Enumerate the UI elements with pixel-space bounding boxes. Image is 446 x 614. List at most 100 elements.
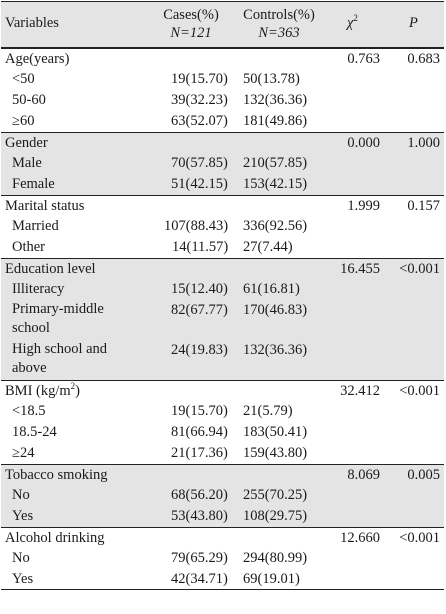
data-table: Variables Cases(%) N=121 Controls(%) N=3… <box>1 1 444 590</box>
table-row: Yes 42(34.71) 69(19.01) <box>1 569 444 590</box>
row-controls: 255(70.25) <box>243 487 308 503</box>
row-controls: 50(13.78) <box>243 71 300 87</box>
group-p-value: 0.157 <box>407 198 440 214</box>
row-label: Yes <box>12 508 34 524</box>
header-controls-n: N=363 <box>258 25 300 41</box>
header-variables: Variables <box>5 15 59 31</box>
row-cases: 53(43.80) <box>171 508 228 524</box>
row-controls: 132(36.36) <box>243 342 308 358</box>
row-label: Yes <box>12 571 34 587</box>
row-controls: 108(29.75) <box>243 508 308 524</box>
group-row: Tobacco smoking 8.069 0.005 <box>1 464 444 485</box>
row-controls: 183(50.41) <box>243 424 308 440</box>
group-chi-square: 8.069 <box>347 467 380 483</box>
group-chi-square: 32.412 <box>340 383 380 399</box>
header-controls-label: Controls(%) <box>243 7 315 23</box>
header-cases: Cases(%) N=121 <box>141 6 241 42</box>
row-cases: 68(56.20) <box>171 487 228 503</box>
row-controls: 61(16.81) <box>243 281 300 297</box>
group-row: Age(years) 0.763 0.683 <box>1 48 444 69</box>
row-cases: 107(88.43) <box>164 218 229 234</box>
row-label: Other <box>12 239 46 255</box>
row-controls: 210(57.85) <box>243 155 308 171</box>
row-label: High school and above <box>12 341 108 376</box>
header-chi-square: χ2 <box>347 13 358 31</box>
header-p-value: P <box>409 15 418 31</box>
row-controls: 294(80.99) <box>243 550 308 566</box>
table-row: High school and above 24(19.83) 132(36.36) <box>1 340 444 380</box>
group-name: Education level <box>5 261 96 277</box>
table-row: 18.5-24 81(66.94) 183(50.41) <box>1 422 444 443</box>
row-cases: 82(67.77) <box>171 302 228 318</box>
row-label: Male <box>12 155 42 171</box>
table-row: 50-60 39(32.23) 132(36.36) <box>1 90 444 111</box>
row-label: Female <box>12 176 55 192</box>
group-row: Marital status 1.999 0.157 <box>1 195 444 216</box>
group-p-value: 0.005 <box>407 467 440 483</box>
group-row: Alcohol drinking 12.660 <0.001 <box>1 527 444 548</box>
group-name: Age(years) <box>5 51 70 67</box>
row-cases: 79(65.29) <box>171 550 228 566</box>
row-cases: 15(12.40) <box>171 281 228 297</box>
row-label: ≥24 <box>12 445 35 461</box>
group-p-value: 0.683 <box>407 51 440 67</box>
table-row: <50 19(15.70) 50(13.78) <box>1 69 444 90</box>
row-label: Primary-middle school <box>12 301 104 336</box>
table-row: Yes 53(43.80) 108(29.75) <box>1 506 444 527</box>
row-cases: 63(52.07) <box>171 113 228 129</box>
table-row: Illiteracy 15(12.40) 61(16.81) <box>1 279 444 300</box>
group-name: Tobacco smoking <box>5 467 108 483</box>
header-cases-label: Cases(%) <box>163 7 219 23</box>
row-label: Married <box>12 218 59 234</box>
row-controls: 69(19.01) <box>243 571 300 587</box>
group-chi-square: 16.455 <box>340 261 380 277</box>
row-controls: 27(7.44) <box>243 239 293 255</box>
group-name: BMI (kg/m2) <box>5 381 80 399</box>
group-p-value: <0.001 <box>399 530 440 546</box>
row-cases: 81(66.94) <box>171 424 228 440</box>
row-cases: 14(11.57) <box>172 239 229 255</box>
header-controls: Controls(%) N=363 <box>229 6 329 42</box>
row-controls: 21(5.79) <box>243 403 293 419</box>
group-chi-square: 0.000 <box>347 135 380 151</box>
row-label: <18.5 <box>12 403 46 419</box>
table-row: Married 107(88.43) 336(92.56) <box>1 216 444 237</box>
row-controls: 159(43.80) <box>243 445 308 461</box>
row-cases: 42(34.71) <box>171 571 228 587</box>
row-cases: 39(32.23) <box>171 92 228 108</box>
row-controls: 170(46.83) <box>243 302 308 318</box>
table-row: <18.5 19(15.70) 21(5.79) <box>1 401 444 422</box>
row-cases: 19(15.70) <box>171 403 228 419</box>
row-label: 50-60 <box>12 92 46 108</box>
group-chi-square: 0.763 <box>347 51 380 67</box>
table-row: ≥60 63(52.07) 181(49.86) <box>1 111 444 132</box>
table-row: ≥24 21(17.36) 159(43.80) <box>1 443 444 464</box>
row-cases: 70(57.85) <box>171 155 228 171</box>
group-p-value: <0.001 <box>399 261 440 277</box>
group-name: Marital status <box>5 198 85 214</box>
table-row: Other 14(11.57) 27(7.44) <box>1 237 444 258</box>
group-row: Gender 0.000 1.000 <box>1 132 444 153</box>
group-p-value: <0.001 <box>399 383 440 399</box>
row-label: 18.5-24 <box>12 424 57 440</box>
row-cases: 19(15.70) <box>171 71 228 87</box>
row-controls: 153(42.15) <box>243 176 308 192</box>
row-label: ≥60 <box>12 113 35 129</box>
table-row: No 79(65.29) 294(80.99) <box>1 548 444 569</box>
row-cases: 24(19.83) <box>171 342 228 358</box>
group-chi-square: 12.660 <box>340 530 380 546</box>
table-row: Male 70(57.85) 210(57.85) <box>1 153 444 174</box>
table-body: Age(years) 0.763 0.683 <50 19(15.70) 50(13.78… <box>1 48 444 590</box>
group-row: BMI (kg/m2) 32.412 <0.001 <box>1 380 444 401</box>
group-name: Alcohol drinking <box>5 530 105 546</box>
row-cases: 51(42.15) <box>171 176 228 192</box>
group-name: Gender <box>5 135 48 151</box>
group-p-value: 1.000 <box>407 135 440 151</box>
table-row: Primary-middle school 82(67.77) 170(46.83) <box>1 300 444 340</box>
row-cases: 21(17.36) <box>171 445 228 461</box>
table-row: Female 51(42.15) 153(42.15) <box>1 174 444 195</box>
row-controls: 336(92.56) <box>243 218 308 234</box>
row-controls: 132(36.36) <box>243 92 308 108</box>
row-label: No <box>12 550 30 566</box>
table-row: No 68(56.20) 255(70.25) <box>1 485 444 506</box>
